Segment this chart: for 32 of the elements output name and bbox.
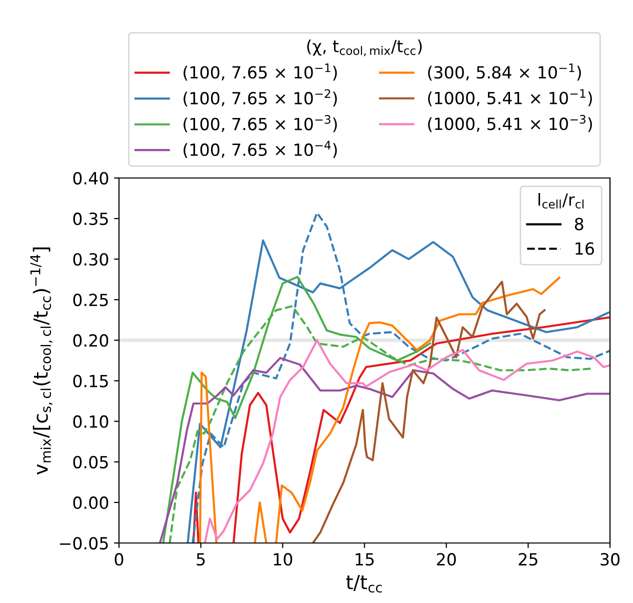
legend-label: (1000, 5.41 × 10$^{−3}$) (428, 114, 592, 132)
y-tick-label: 0.25 (73, 294, 108, 306)
line-series (158, 357, 610, 543)
x-tick-label: 5 (196, 553, 205, 566)
legend-label: (1000, 5.41 × 10$^{−1}$) (428, 89, 592, 106)
x-axis-title: t/t$_{cc}$ (346, 574, 382, 593)
legend-label: (100, 7.65 × 10$^{−2}$) (184, 89, 337, 106)
y-tick-label: 0.30 (73, 253, 108, 266)
y-tick-label: 0.35 (73, 212, 108, 226)
y-tick-label: 0.15 (73, 374, 108, 388)
y-tick-label: 0.10 (73, 415, 108, 428)
legend-title: (χ, t$_{cool,mix}$/t$_{cc}$) (307, 40, 422, 56)
y-tick-label: 0.40 (73, 172, 108, 185)
annotation: 8 (574, 218, 584, 230)
y-tick-label: 0.05 (73, 456, 108, 468)
legend-label: (300, 5.84 × 10$^{−1}$) (428, 64, 581, 81)
legend-label: (100, 7.65 × 10$^{−4}$) (184, 140, 337, 158)
y-tick-label: 0.20 (73, 334, 108, 347)
x-tick-label: 0 (114, 553, 124, 566)
x-tick-label: 15 (356, 553, 374, 566)
x-tick-label: 25 (518, 553, 538, 566)
line-series (312, 280, 546, 543)
legend-label: (100, 7.65 × 10$^{−3}$) (184, 115, 337, 132)
y-tick-label: 0.00 (73, 496, 108, 510)
text: v$_{mix}$/[c$_{s,cl}$(t$_{cool,cl}$/t$_{cc}$)$^{−1/4}$] (30, 248, 52, 475)
legend-label: (100, 7.65 × 10$^{−1}$) (184, 64, 337, 81)
y-tick-label: −0.05 (60, 536, 108, 550)
annotation: 16 (576, 242, 594, 255)
x-tick-label: 20 (436, 553, 456, 566)
x-tick-label: 10 (274, 553, 292, 566)
annotation: l$_{cell}$/r$_{cl}$ (538, 192, 584, 209)
x-tick-label: 30 (600, 553, 620, 566)
